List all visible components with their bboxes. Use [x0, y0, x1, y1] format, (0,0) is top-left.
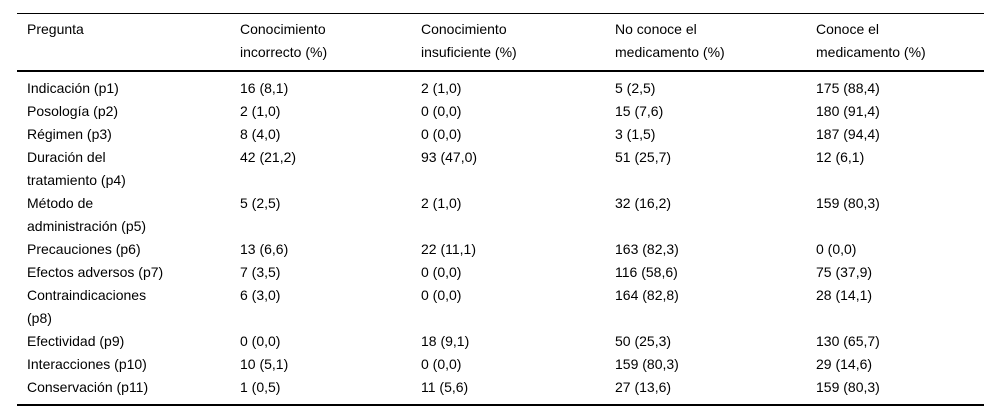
table-row: Contraindicaciones (p8) 6 (3,0) 0 (0,0) 164… [17, 284, 984, 330]
table-row: Posología (p2) 2 (1,0) 0 (0,0) 15 (7,6) 180 … [17, 100, 984, 123]
cell-value: 0 (0,0) [816, 241, 857, 257]
cell-value: 164 (82,8) [615, 287, 679, 303]
header-row: Pregunta Conocimiento incorrecto (%) Con… [17, 13, 984, 72]
cell-value: 6 (3,0) [240, 287, 281, 303]
cell-value: 130 (65,7) [816, 333, 880, 349]
cell-value: 175 (88,4) [816, 80, 880, 96]
row-label: Contraindicaciones (p8) [27, 287, 147, 326]
cell-value: 2 (1,0) [240, 103, 281, 119]
cell-value: 163 (82,3) [615, 241, 679, 257]
cell-value: 5 (2,5) [615, 80, 656, 96]
cell-value: 159 (80,3) [816, 379, 880, 395]
cell-value: 0 (0,0) [421, 356, 462, 372]
cell-value: 32 (16,2) [615, 195, 672, 211]
cell-value: 22 (11,1) [421, 241, 476, 257]
row-label: Interacciones (p10) [27, 356, 147, 372]
cell-value: 2 (1,0) [421, 80, 462, 96]
table-row: Efectividad (p9) 0 (0,0) 18 (9,1) 50 (25,3)… [17, 330, 984, 353]
cell-value: 51 (25,7) [615, 149, 672, 165]
cell-value: 10 (5,1) [240, 356, 289, 372]
table-row: Método de administración (p5) 5 (2,5) 2 (1… [17, 192, 984, 238]
row-label: Posología (p2) [27, 103, 119, 119]
cell-value: 93 (47,0) [421, 149, 478, 165]
cell-value: 0 (0,0) [421, 287, 462, 303]
row-label: Efectos adversos (p7) [27, 264, 164, 280]
cell-value: 8 (4,0) [240, 126, 281, 142]
row-label: Efectividad (p9) [27, 333, 125, 349]
table-body: Indicación (p1) 16 (8,1) 2 (1,0) 5 (2,5) 175… [17, 71, 984, 405]
cell-value: 27 (13,6) [615, 379, 672, 395]
table-header: Pregunta Conocimiento incorrecto (%) Con… [17, 13, 984, 72]
cell-value: 0 (0,0) [240, 333, 281, 349]
cell-value: 12 (6,1) [816, 149, 865, 165]
row-label: Indicación (p1) [27, 80, 119, 96]
column-header-conocimiento-insuficiente: Conocimiento insuficiente (%) [411, 13, 605, 72]
cell-value: 42 (21,2) [240, 149, 297, 165]
cell-value: 0 (0,0) [421, 264, 462, 280]
column-header-pregunta: Pregunta [17, 13, 230, 72]
table-row: Interacciones (p10) 10 (5,1) 0 (0,0) 159 (8… [17, 353, 984, 376]
row-label: Duración del tratamiento (p4) [27, 149, 126, 188]
cell-value: 16 (8,1) [240, 80, 289, 96]
cell-value: 50 (25,3) [615, 333, 672, 349]
row-label: Conservación (p11) [27, 379, 149, 395]
medication-knowledge-table-wrap: Pregunta Conocimiento incorrecto (%) Con… [17, 13, 984, 406]
cell-value: 3 (1,5) [615, 126, 656, 142]
cell-value: 187 (94,4) [816, 126, 880, 142]
column-header-conoce-medicamento: Conoce el medicamento (%) [806, 13, 984, 72]
medication-knowledge-table: Pregunta Conocimiento incorrecto (%) Con… [17, 13, 984, 406]
cell-value: 0 (0,0) [421, 126, 462, 142]
cell-value: 13 (6,6) [240, 241, 289, 257]
cell-value: 1 (0,5) [240, 379, 281, 395]
table-row: Conservación (p11) 1 (0,5) 11 (5,6) 27 (13,… [17, 376, 984, 405]
table-row: Precauciones (p6) 13 (6,6) 22 (11,1) 163 (8… [17, 238, 984, 261]
row-label: Método de administración (p5) [27, 195, 147, 234]
table-row: Régimen (p3) 8 (4,0) 0 (0,0) 3 (1,5) 187 (94… [17, 123, 984, 146]
cell-value: 159 (80,3) [615, 356, 679, 372]
table-row: Indicación (p1) 16 (8,1) 2 (1,0) 5 (2,5) 175… [17, 71, 984, 100]
column-header-no-conoce-medicamento: No conoce el medicamento (%) [605, 13, 806, 72]
row-label: Régimen (p3) [27, 126, 112, 142]
cell-value: 5 (2,5) [240, 195, 281, 211]
table-row: Duración del tratamiento (p4) 42 (21,2) 93… [17, 146, 984, 192]
table-row: Efectos adversos (p7) 7 (3,5) 0 (0,0) 116 (… [17, 261, 984, 284]
cell-value: 116 (58,6) [615, 264, 678, 280]
cell-value: 29 (14,6) [816, 356, 873, 372]
cell-value: 18 (9,1) [421, 333, 470, 349]
column-header-conocimiento-incorrecto: Conocimiento incorrecto (%) [230, 13, 411, 72]
cell-value: 15 (7,6) [615, 103, 664, 119]
cell-value: 159 (80,3) [816, 195, 880, 211]
cell-value: 0 (0,0) [421, 103, 462, 119]
cell-value: 28 (14,1) [816, 287, 873, 303]
cell-value: 11 (5,6) [421, 379, 469, 395]
cell-value: 7 (3,5) [240, 264, 281, 280]
cell-value: 180 (91,4) [816, 103, 880, 119]
row-label: Precauciones (p6) [27, 241, 141, 257]
cell-value: 2 (1,0) [421, 195, 462, 211]
cell-value: 75 (37,9) [816, 264, 873, 280]
